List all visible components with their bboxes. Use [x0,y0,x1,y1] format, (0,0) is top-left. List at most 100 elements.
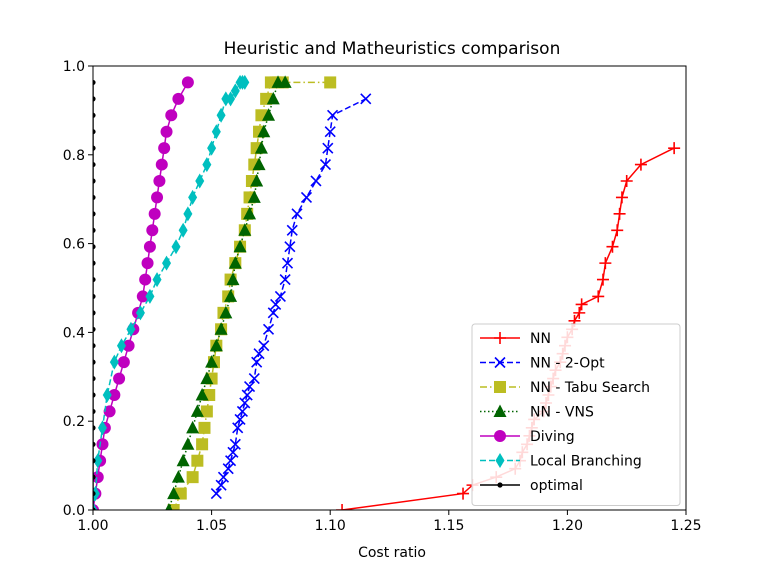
series-line [168,81,286,510]
y-tick-label: 0.2 [63,414,85,430]
data-point [254,141,268,154]
data-point [186,420,200,434]
data-point [243,381,256,393]
data-point [188,189,198,205]
data-point [178,222,188,238]
data-point [93,96,96,102]
data-point [336,504,349,510]
data-point [300,191,313,203]
legend: NN NN - 2-Opt NN - Tabu Search NN - VNS Divi… [471,323,681,506]
data-point [165,109,178,122]
data-point [239,397,251,409]
data-point [117,356,130,369]
data-point [322,142,334,154]
data-point [116,338,126,354]
data-point [191,454,204,467]
x-tick-label: 1.20 [552,518,583,534]
data-point [214,322,228,335]
data-point [230,83,240,99]
data-point [227,446,239,458]
data-point [255,109,268,122]
data-point [93,359,96,365]
data-point [183,206,193,222]
y-tick-label: 0.0 [63,503,85,519]
chart-title: Heuristic and Matheuristics comparison [224,39,561,59]
series-4 [93,76,194,510]
data-point [93,244,96,250]
data-point [267,307,279,319]
data-point [195,173,205,189]
data-point [181,76,194,89]
data-point [93,276,96,283]
data-point [266,91,280,105]
data-point [190,404,204,417]
data-point [93,112,96,118]
data-point [152,272,162,288]
data-point [251,356,263,368]
legend-label: NN - VNS [530,405,594,421]
legend-item: NN [480,331,551,347]
data-point [146,224,159,237]
data-point [171,239,181,255]
legend-item: Local Branching [480,453,642,470]
data-point [153,174,166,187]
axes-frame [92,65,687,511]
data-point [158,142,171,155]
data-point [93,260,96,266]
legend-label: NN [530,331,551,347]
data-point [93,486,100,502]
data-point [200,371,214,385]
data-point [324,76,337,89]
data-point [575,298,588,311]
series-6 [93,79,96,510]
legend-item: NN - Tabu Search [480,380,650,396]
data-point [205,355,219,368]
data-point [286,224,298,236]
legend-marker [494,356,506,369]
data-point [176,453,190,467]
data-point [202,157,212,173]
data-point [165,503,173,510]
data-point [93,458,96,464]
data-point [599,257,612,270]
data-point [109,354,119,370]
data-point [207,140,217,156]
data-point [151,191,164,204]
data-point [232,422,244,434]
data-point [102,387,112,403]
data-point [211,124,221,140]
data-point [93,129,96,135]
data-point [162,255,172,271]
data-point [573,306,586,319]
data-point [262,323,275,335]
data-point [93,408,96,415]
data-point [668,142,681,155]
data-point [620,174,633,187]
data-point [200,405,213,418]
data-point [270,298,282,310]
data-point [611,224,624,237]
data-point [148,207,161,220]
data-point [93,211,96,217]
data-point [93,227,96,233]
data-point [167,486,181,500]
y-tick-label: 0.8 [63,148,85,164]
data-point [195,388,209,401]
legend-marker [497,482,503,488]
data-point [143,240,156,253]
data-point [284,241,296,253]
data-point [210,488,222,500]
x-tick-label: 1.00 [77,518,108,534]
data-point [93,453,103,469]
data-point [253,125,266,138]
data-point [258,340,270,352]
data-point [221,91,231,107]
data-point [327,109,339,121]
legend-item: NN - 2-Opt [480,356,605,372]
legend-marker [494,430,506,442]
x-tick-label: 1.10 [315,518,346,534]
data-point [216,107,226,123]
data-point [108,389,121,402]
data-point [93,425,96,431]
